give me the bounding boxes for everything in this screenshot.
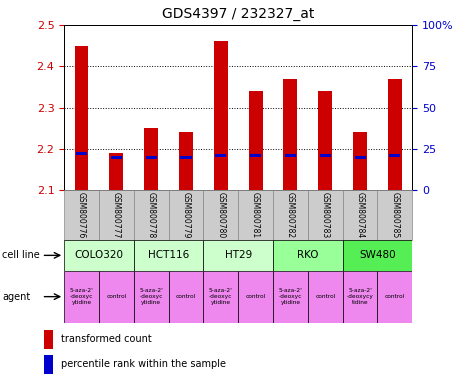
Text: GSM800782: GSM800782 bbox=[286, 192, 295, 238]
Bar bbox=[64, 190, 99, 240]
Text: control: control bbox=[176, 294, 196, 299]
Bar bbox=[179, 132, 193, 190]
Bar bbox=[44, 330, 53, 349]
Bar bbox=[342, 271, 378, 323]
Bar bbox=[134, 190, 169, 240]
Text: COLO320: COLO320 bbox=[75, 250, 124, 260]
Bar bbox=[215, 154, 227, 157]
Bar bbox=[354, 156, 366, 159]
Bar bbox=[284, 79, 297, 190]
Text: GSM800777: GSM800777 bbox=[112, 192, 121, 238]
Bar bbox=[75, 46, 88, 190]
Bar bbox=[273, 190, 308, 240]
Bar bbox=[99, 271, 134, 323]
Bar bbox=[76, 152, 87, 155]
Bar bbox=[238, 190, 273, 240]
Text: control: control bbox=[385, 294, 405, 299]
Text: GSM800779: GSM800779 bbox=[181, 192, 190, 238]
Text: agent: agent bbox=[2, 291, 30, 302]
Text: control: control bbox=[246, 294, 266, 299]
Text: cell line: cell line bbox=[2, 250, 40, 260]
Bar bbox=[342, 240, 412, 271]
Bar bbox=[134, 240, 203, 271]
Bar bbox=[353, 132, 367, 190]
Bar bbox=[285, 154, 296, 157]
Text: 5-aza-2'
-deoxyc
ytidine: 5-aza-2' -deoxyc ytidine bbox=[70, 288, 94, 305]
Text: 5-aza-2'
-deoxyc
ytidine: 5-aza-2' -deoxyc ytidine bbox=[278, 288, 303, 305]
Bar bbox=[308, 190, 342, 240]
Text: control: control bbox=[315, 294, 335, 299]
Bar bbox=[214, 41, 228, 190]
Bar bbox=[169, 271, 203, 323]
Text: RKO: RKO bbox=[297, 250, 319, 260]
Bar bbox=[273, 240, 342, 271]
Text: GSM800778: GSM800778 bbox=[147, 192, 156, 238]
Text: 5-aza-2'
-deoxycy
tidine: 5-aza-2' -deoxycy tidine bbox=[347, 288, 373, 305]
Text: GSM800785: GSM800785 bbox=[390, 192, 399, 238]
Bar bbox=[111, 156, 122, 159]
Bar bbox=[308, 271, 342, 323]
Text: SW480: SW480 bbox=[359, 250, 396, 260]
Bar bbox=[180, 156, 191, 159]
Bar bbox=[388, 79, 402, 190]
Bar bbox=[320, 154, 331, 157]
Bar bbox=[273, 271, 308, 323]
Text: GSM800780: GSM800780 bbox=[216, 192, 225, 238]
Text: HCT116: HCT116 bbox=[148, 250, 189, 260]
Bar bbox=[169, 190, 203, 240]
Bar bbox=[203, 240, 273, 271]
Bar bbox=[203, 271, 238, 323]
Text: 5-aza-2'
-deoxyc
ytidine: 5-aza-2' -deoxyc ytidine bbox=[139, 288, 163, 305]
Bar bbox=[390, 154, 400, 157]
Bar bbox=[318, 91, 332, 190]
Text: control: control bbox=[106, 294, 126, 299]
Bar bbox=[109, 153, 124, 190]
Title: GDS4397 / 232327_at: GDS4397 / 232327_at bbox=[162, 7, 314, 21]
Bar bbox=[134, 271, 169, 323]
Text: transformed count: transformed count bbox=[61, 334, 152, 344]
Text: GSM800783: GSM800783 bbox=[321, 192, 330, 238]
Text: GSM800776: GSM800776 bbox=[77, 192, 86, 238]
Bar bbox=[144, 128, 158, 190]
Bar bbox=[44, 355, 53, 374]
Bar bbox=[342, 190, 378, 240]
Bar bbox=[378, 190, 412, 240]
Bar bbox=[64, 271, 99, 323]
Text: 5-aza-2'
-deoxyc
ytidine: 5-aza-2' -deoxyc ytidine bbox=[209, 288, 233, 305]
Bar bbox=[378, 271, 412, 323]
Bar bbox=[203, 190, 238, 240]
Text: percentile rank within the sample: percentile rank within the sample bbox=[61, 359, 226, 369]
Text: HT29: HT29 bbox=[225, 250, 252, 260]
Bar bbox=[146, 156, 157, 159]
Text: GSM800784: GSM800784 bbox=[356, 192, 365, 238]
Bar bbox=[99, 190, 134, 240]
Bar bbox=[64, 240, 134, 271]
Bar bbox=[238, 271, 273, 323]
Bar bbox=[248, 91, 263, 190]
Bar bbox=[250, 154, 261, 157]
Text: GSM800781: GSM800781 bbox=[251, 192, 260, 238]
